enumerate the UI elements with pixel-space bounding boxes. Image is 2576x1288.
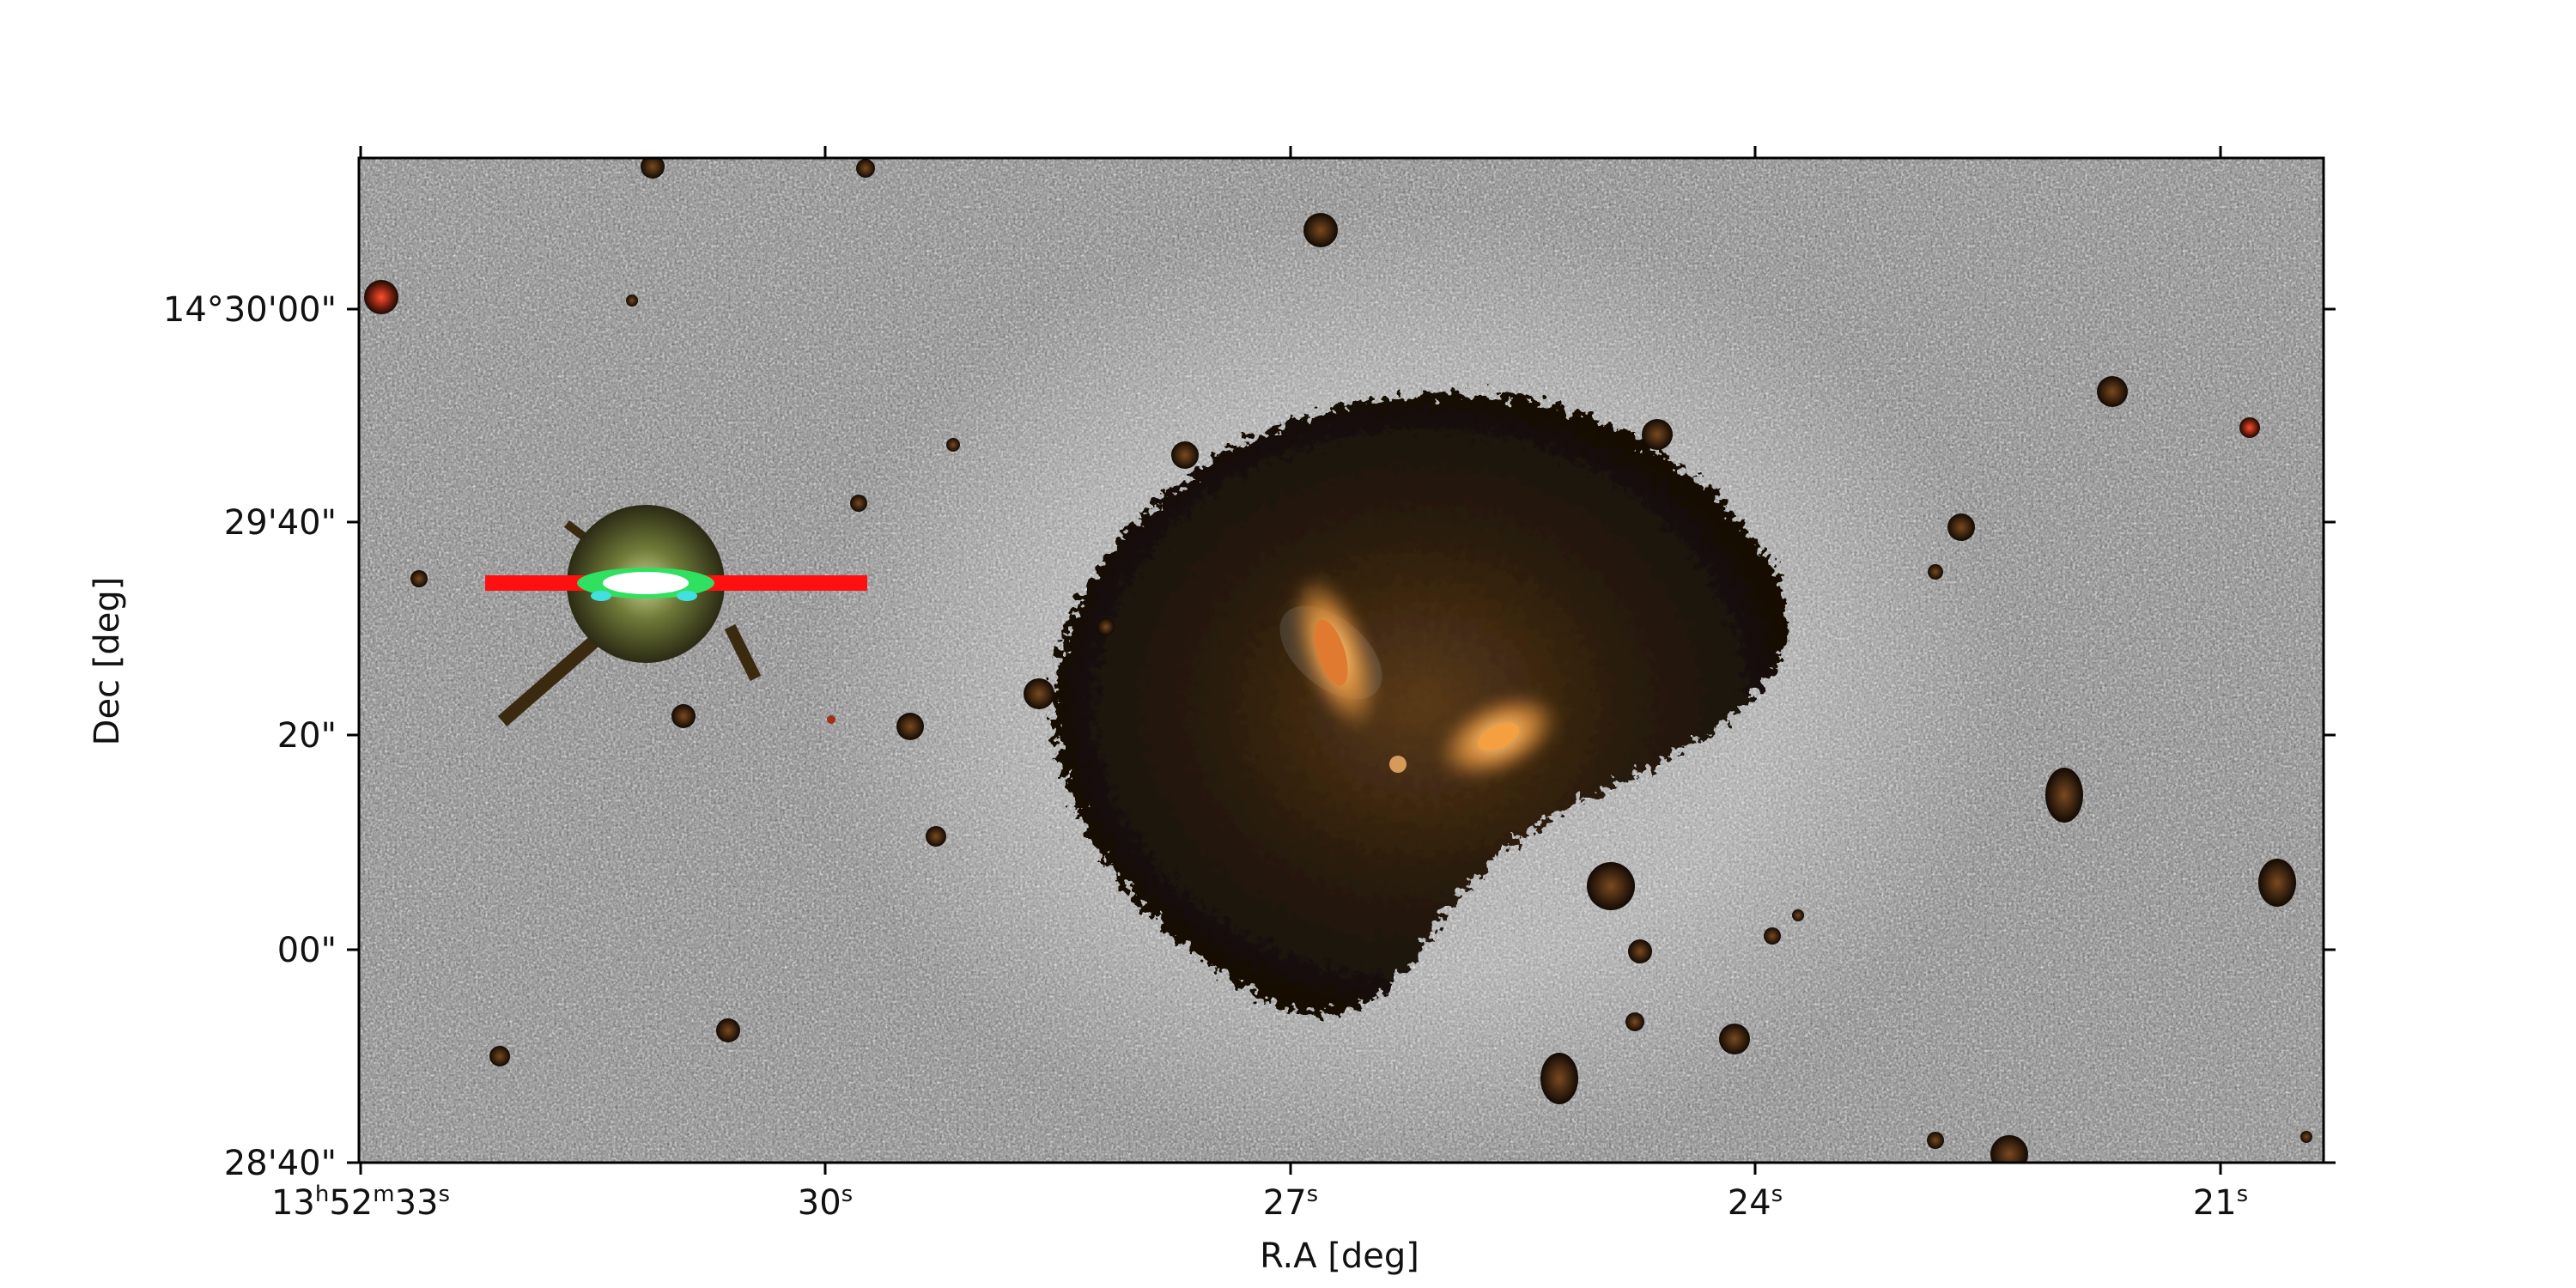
y-tick-label: 20" (277, 716, 337, 756)
background-sources (364, 158, 2312, 1163)
y-tick-label: 28'40" (224, 1144, 337, 1183)
x-tick-label: 21s (2193, 1182, 2248, 1223)
saturated-star (485, 505, 867, 727)
tick-marks (347, 146, 2336, 1175)
y-axis-label: Dec [deg] (88, 577, 127, 746)
plot-frame (357, 156, 2325, 1164)
y-tick-label: 14°30'00" (163, 290, 337, 330)
y-tick-label: 29'40" (224, 503, 337, 543)
galaxy-pair (1053, 393, 1789, 1014)
x-tick-label: 27s (1263, 1182, 1318, 1223)
x-tick-label: 24s (1728, 1182, 1783, 1223)
y-tick-label: 00" (277, 931, 337, 970)
x-tick-label: 30s (798, 1182, 853, 1223)
x-axis-label: R.A [deg] (1260, 1236, 1419, 1276)
sky-image (359, 158, 2324, 1163)
x-tick-label: 13h52m33s (271, 1182, 450, 1223)
